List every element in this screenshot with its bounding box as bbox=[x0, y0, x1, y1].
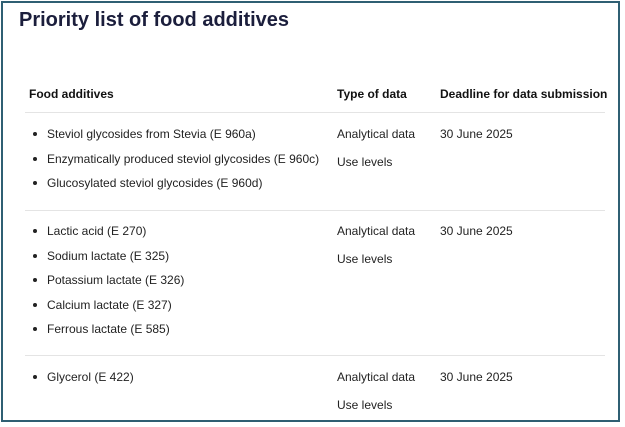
list-item: Calcium lactate (E 327) bbox=[33, 298, 184, 323]
document-frame: Priority list of food additives Food add… bbox=[1, 1, 620, 422]
additive-list: Steviol glycosides from Stevia (E 960a) … bbox=[33, 127, 319, 201]
list-item: Sodium lactate (E 325) bbox=[33, 249, 184, 274]
row-divider bbox=[25, 355, 605, 356]
data-types: Analytical data Use levels bbox=[337, 224, 415, 280]
header-divider bbox=[25, 112, 605, 113]
header-food-additives: Food additives bbox=[29, 87, 114, 101]
deadline-cell: 30 June 2025 bbox=[440, 370, 513, 384]
data-types: Analytical data Use levels bbox=[337, 127, 415, 183]
deadline-cell: 30 June 2025 bbox=[440, 224, 513, 238]
list-item: Steviol glycosides from Stevia (E 960a) bbox=[33, 127, 319, 152]
data-type: Use levels bbox=[337, 398, 393, 412]
additive-list: Glycerol (E 422) bbox=[33, 370, 134, 395]
data-types: Analytical data Use levels bbox=[337, 370, 416, 420]
row-divider bbox=[25, 210, 605, 211]
list-item: Lactic acid (E 270) bbox=[33, 224, 184, 249]
list-item: Glucosylated steviol glycosides (E 960d) bbox=[33, 176, 319, 201]
deadline-cell: 30 June 2025 bbox=[440, 127, 513, 141]
additive-list: Lactic acid (E 270) Sodium lactate (E 32… bbox=[33, 224, 184, 347]
list-item: Enzymatically produced steviol glycoside… bbox=[33, 152, 319, 177]
page-title: Priority list of food additives bbox=[19, 9, 290, 31]
data-type: Analytical data bbox=[337, 224, 416, 238]
data-type: Analytical data bbox=[337, 370, 416, 384]
header-deadline: Deadline for data submission bbox=[440, 87, 608, 101]
list-item: Ferrous lactate (E 585) bbox=[33, 322, 184, 347]
header-type-of-data: Type of data bbox=[337, 87, 407, 101]
list-item: Glycerol (E 422) bbox=[33, 370, 134, 395]
data-type: Analytical data bbox=[337, 127, 416, 141]
data-type: Use levels bbox=[337, 155, 393, 169]
data-type: Use levels bbox=[337, 252, 393, 266]
list-item: Potassium lactate (E 326) bbox=[33, 273, 184, 298]
